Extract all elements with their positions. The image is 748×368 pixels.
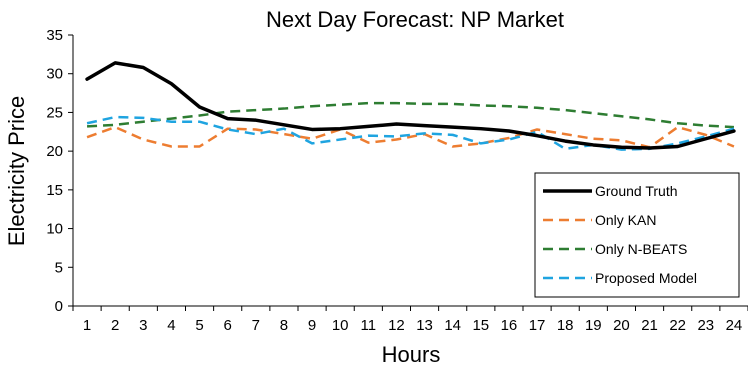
x-tick-label: 15 [472, 317, 489, 334]
x-tick-label: 5 [195, 317, 203, 334]
legend: Ground Truth Only KAN Only N-BEATS Proposed… [534, 172, 740, 298]
x-tick-label: 7 [252, 317, 260, 334]
legend-box [534, 172, 740, 298]
series-line-proposed-model [86, 115, 735, 151]
series-line-ground-truth [85, 61, 736, 150]
x-tick-label: 10 [332, 317, 349, 334]
y-tick-label: 30 [46, 66, 63, 83]
x-tick-label: 1 [83, 317, 91, 334]
x-tick-label: 6 [224, 317, 232, 334]
y-tick-label: 0 [55, 298, 63, 315]
x-tick-label: 17 [529, 317, 546, 334]
x-tick-label: 9 [308, 317, 316, 334]
x-tick-label: 14 [444, 317, 461, 334]
legend-label: Proposed Model [595, 270, 697, 286]
x-tick-label: 4 [167, 317, 175, 334]
x-tick-label: 23 [697, 317, 714, 334]
x-tick-label: 16 [501, 317, 518, 334]
x-tick-label: 3 [139, 317, 147, 334]
x-tick-label: 20 [613, 317, 630, 334]
legend-label: Only N-BEATS [595, 241, 687, 257]
chart-title: Next Day Forecast: NP Market [266, 7, 564, 32]
x-tick-label: 8 [280, 317, 288, 334]
x-tick-label: 11 [361, 317, 377, 334]
x-tick-label: 18 [557, 317, 574, 334]
series-line-only-kan [86, 125, 735, 149]
x-tick-label: 13 [416, 317, 433, 334]
y-tick-label: 15 [46, 182, 63, 199]
x-tick-label: 22 [669, 317, 686, 334]
y-axis-title: Electricity Price [4, 96, 29, 246]
x-tick-label: 24 [726, 317, 743, 334]
x-axis-title: Hours [382, 342, 441, 367]
series-line-only-n-beats [86, 101, 735, 129]
legend-label: Only KAN [595, 212, 656, 228]
y-tick-label: 5 [55, 259, 63, 276]
x-tick-label: 2 [111, 317, 119, 334]
y-tick-label: 25 [46, 104, 63, 121]
plot-area [85, 61, 736, 151]
x-tick-label: 19 [585, 317, 602, 334]
y-tick-label: 10 [46, 221, 63, 238]
y-tick-label: 35 [46, 27, 63, 44]
x-tick-label: 21 [641, 317, 658, 334]
x-tick-label: 12 [388, 317, 405, 334]
legend-label: Ground Truth [595, 183, 678, 199]
y-tick-label: 20 [46, 143, 63, 160]
